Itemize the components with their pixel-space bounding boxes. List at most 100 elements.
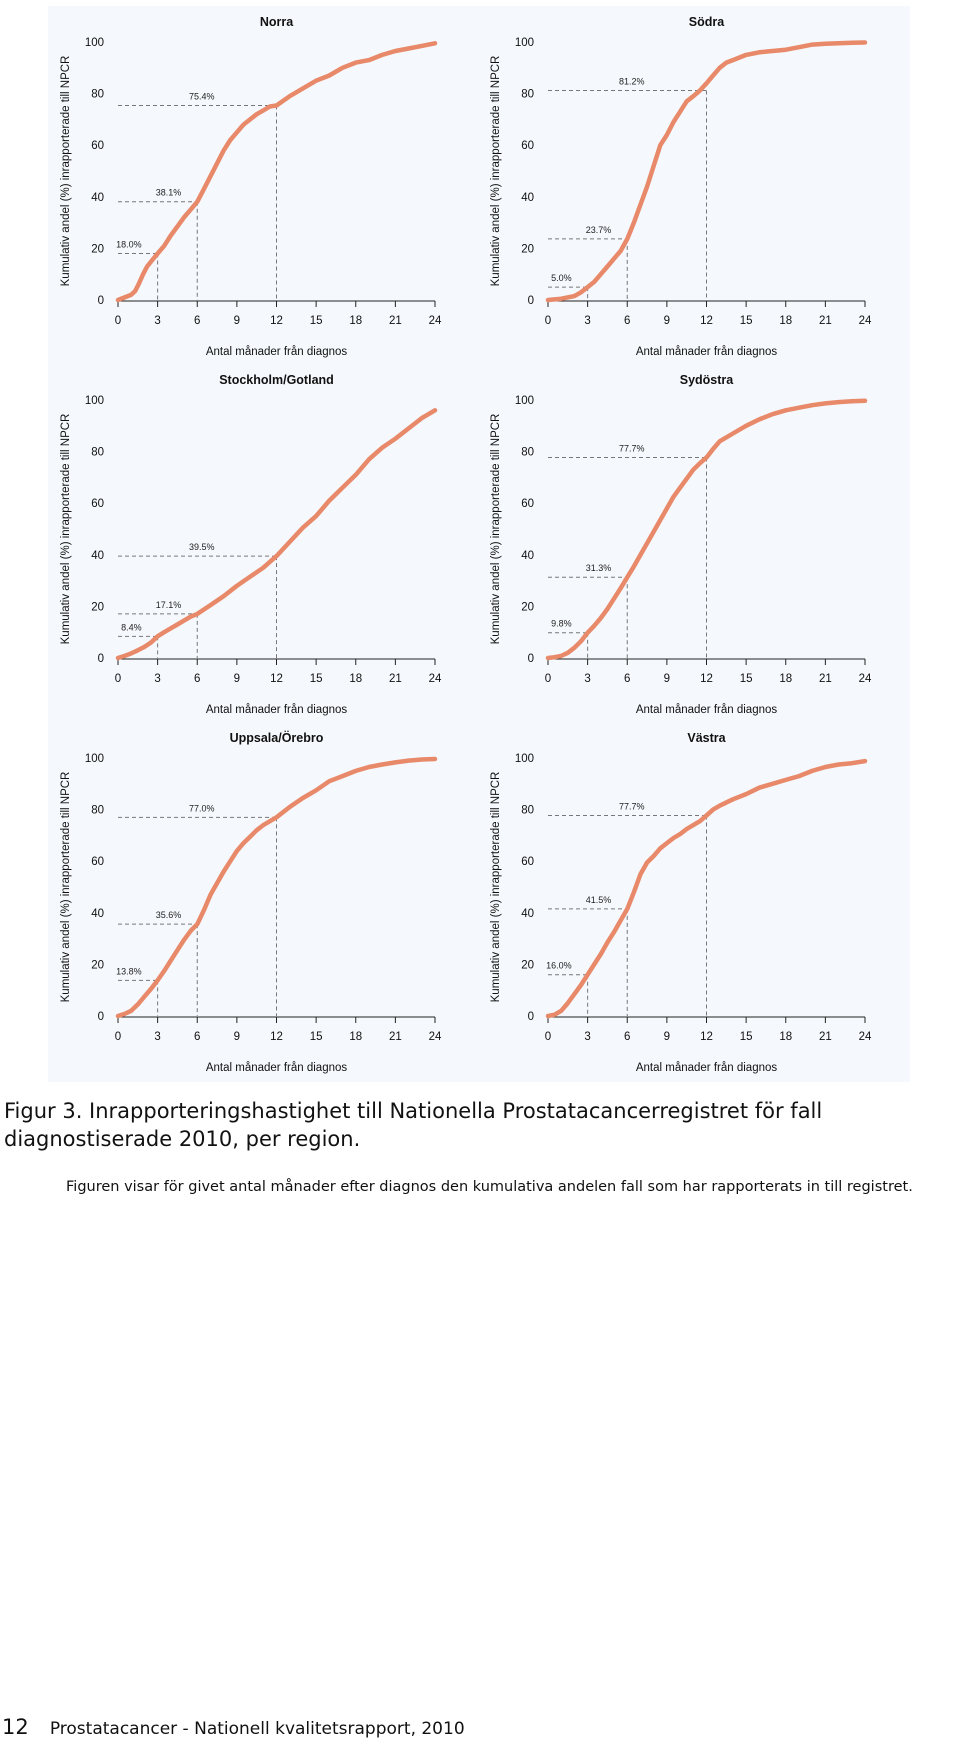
x-tick-label: 0 [115, 1031, 121, 1043]
y-tick-label: 40 [91, 550, 104, 562]
x-tick-label: 6 [624, 1031, 630, 1043]
value-label: 41.5% [586, 895, 612, 905]
chart-title: Västra [687, 731, 726, 745]
y-tick-label: 60 [521, 856, 534, 868]
x-tick-label: 6 [194, 315, 200, 327]
y-tick-label: 0 [98, 1011, 104, 1023]
series-line [115, 41, 438, 303]
value-label: 18.0% [116, 240, 142, 250]
x-tick-label: 24 [859, 1031, 872, 1043]
series-line [115, 408, 438, 661]
chart-title: Sydöstra [680, 373, 735, 387]
value-label: 75.4% [189, 91, 215, 101]
y-tick-label: 40 [521, 550, 534, 562]
y-tick-label: 20 [91, 959, 104, 971]
series-line [545, 398, 868, 661]
x-tick-label: 18 [779, 1031, 792, 1043]
y-axis-label: Kumulativ andel (%) inrapporterade till … [60, 414, 72, 645]
y-tick-label: 0 [98, 653, 104, 665]
x-tick-label: 9 [234, 1031, 240, 1043]
y-axis-label: Kumulativ andel (%) inrapporterade till … [60, 56, 72, 287]
y-axis-label: Kumulativ andel (%) inrapporterade till … [490, 56, 502, 287]
y-tick-label: 100 [515, 753, 534, 765]
y-axis-label: Kumulativ andel (%) inrapporterade till … [490, 772, 502, 1003]
y-tick-label: 0 [528, 653, 534, 665]
y-tick-label: 20 [91, 243, 104, 255]
x-tick-label: 21 [389, 673, 402, 685]
x-tick-label: 21 [389, 315, 402, 327]
x-axis-label: Antal månader från diagnos [206, 704, 348, 716]
y-tick-label: 60 [521, 498, 534, 510]
x-tick-label: 15 [310, 315, 323, 327]
x-tick-label: 15 [740, 315, 753, 327]
x-tick-label: 18 [349, 1031, 362, 1043]
figure-panel: Norra Kumulativ andel (%) inrapporterade … [48, 6, 910, 1082]
x-tick-label: 21 [819, 315, 832, 327]
x-tick-label: 18 [779, 315, 792, 327]
chart-panel-6: Västra Kumulativ andel (%) inrapporterade… [490, 731, 872, 1074]
chart-panel-3: Stockholm/Gotland Kumulativ andel (%) inr… [60, 373, 442, 716]
y-tick-label: 0 [528, 1011, 534, 1023]
y-tick-label: 20 [521, 601, 534, 613]
y-tick-label: 40 [521, 908, 534, 920]
x-tick-label: 9 [234, 673, 240, 685]
chart-title: Södra [689, 15, 725, 29]
page-footer: 12 Prostatacancer - Nationell kvalitetsr… [2, 1715, 465, 1741]
value-label: 13.8% [116, 966, 142, 976]
x-tick-label: 0 [115, 315, 121, 327]
value-label: 38.1% [156, 188, 182, 198]
x-tick-label: 15 [310, 1031, 323, 1043]
x-tick-label: 0 [115, 673, 121, 685]
chart-grid: Norra Kumulativ andel (%) inrapporterade … [60, 15, 872, 1074]
value-label: 8.4% [121, 622, 142, 632]
x-tick-label: 12 [700, 315, 713, 327]
y-tick-label: 20 [91, 601, 104, 613]
value-label: 17.1% [156, 600, 182, 610]
x-tick-label: 12 [270, 1031, 283, 1043]
value-label: 77.7% [619, 444, 645, 454]
x-tick-label: 21 [819, 673, 832, 685]
y-tick-label: 80 [91, 805, 104, 817]
chart-title: Norra [260, 15, 294, 29]
x-tick-label: 12 [270, 673, 283, 685]
y-tick-label: 80 [521, 447, 534, 459]
x-tick-label: 6 [624, 673, 630, 685]
y-tick-label: 20 [521, 243, 534, 255]
y-tick-label: 40 [91, 908, 104, 920]
chart-title: Uppsala/Örebro [230, 730, 324, 745]
chart-panel-2: Södra Kumulativ andel (%) inrapporterade … [490, 15, 872, 358]
y-tick-label: 0 [98, 295, 104, 307]
chart-panel-4: Sydöstra Kumulativ andel (%) inrapportera… [490, 373, 872, 716]
y-tick-label: 40 [521, 192, 534, 204]
x-axis-label: Antal månader från diagnos [636, 346, 778, 358]
x-tick-label: 18 [779, 673, 792, 685]
x-axis-label: Antal månader från diagnos [206, 346, 348, 358]
x-tick-label: 24 [429, 1031, 442, 1043]
x-tick-label: 0 [545, 1031, 551, 1043]
x-tick-label: 3 [154, 315, 160, 327]
x-axis-label: Antal månader från diagnos [636, 1062, 778, 1074]
x-tick-label: 9 [664, 315, 670, 327]
x-tick-label: 24 [429, 315, 442, 327]
x-tick-label: 24 [429, 673, 442, 685]
x-tick-label: 15 [310, 673, 323, 685]
x-tick-label: 12 [700, 673, 713, 685]
page-number: 12 [2, 1715, 29, 1739]
value-label: 77.7% [619, 802, 645, 812]
y-tick-label: 60 [91, 856, 104, 868]
value-label: 39.5% [189, 542, 215, 552]
x-tick-label: 15 [740, 673, 753, 685]
x-tick-label: 12 [270, 315, 283, 327]
value-label: 16.0% [546, 961, 572, 971]
chart-panel-1: Norra Kumulativ andel (%) inrapporterade … [60, 15, 442, 358]
x-tick-label: 21 [819, 1031, 832, 1043]
y-tick-label: 100 [85, 37, 104, 49]
x-tick-label: 3 [154, 1031, 160, 1043]
x-tick-label: 15 [740, 1031, 753, 1043]
value-label: 77.0% [189, 803, 215, 813]
y-tick-label: 60 [91, 498, 104, 510]
y-tick-label: 80 [91, 447, 104, 459]
x-tick-label: 9 [664, 673, 670, 685]
y-axis-label: Kumulativ andel (%) inrapporterade till … [490, 414, 502, 645]
value-label: 23.7% [586, 225, 612, 235]
